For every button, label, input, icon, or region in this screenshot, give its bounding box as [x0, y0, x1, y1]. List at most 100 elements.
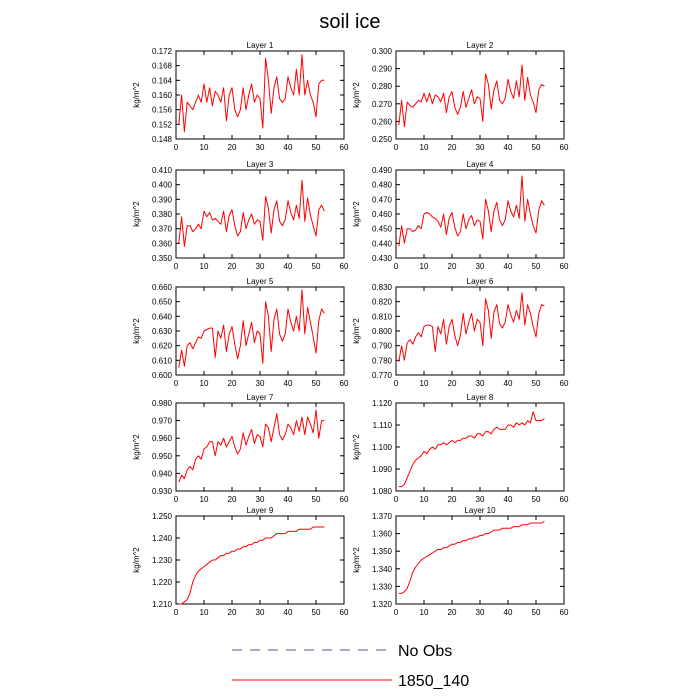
y-tick-label: 0.970: [152, 417, 173, 426]
x-tick-label: 60: [340, 262, 349, 271]
y-tick-label: 0.410: [152, 166, 173, 175]
x-tick-label: 20: [448, 143, 457, 152]
x-tick-label: 60: [340, 608, 349, 617]
y-tick-label: 0.400: [152, 181, 173, 190]
x-tick-label: 40: [284, 379, 293, 388]
x-tick-label: 0: [394, 143, 399, 152]
y-tick-label: 1.240: [152, 534, 173, 543]
x-tick-label: 40: [284, 495, 293, 504]
x-tick-label: 60: [560, 379, 569, 388]
x-tick-label: 60: [340, 379, 349, 388]
y-tick-label: 0.650: [152, 298, 173, 307]
x-tick-label: 40: [504, 608, 513, 617]
y-tick-label: 1.360: [372, 530, 393, 539]
panel-title: Layer 6: [467, 277, 494, 286]
x-tick-label: 0: [174, 143, 179, 152]
y-tick-label: 1.320: [372, 600, 393, 609]
panel-grid: Layer 10 10 20 30 40 50 600.1480.1520.1560.160…: [132, 41, 569, 617]
x-tick-label: 10: [420, 262, 429, 271]
x-tick-label: 10: [420, 608, 429, 617]
y-tick-label: 1.220: [152, 578, 173, 587]
y-tick-label: 0.950: [152, 452, 173, 461]
y-tick-label: 1.370: [372, 512, 393, 521]
panel-layer-5: Layer 5 0 10 20 30 40 50 60 0.600 0.610 0.620 0.630…: [132, 277, 349, 388]
x-tick-label: 60: [340, 495, 349, 504]
plot-frame: [175, 515, 345, 605]
series-line-1850-140: [178, 179, 325, 247]
y-tick-label: 0.930: [152, 487, 173, 496]
x-tick-label: 50: [532, 262, 541, 271]
y-tick-label: 0.370: [152, 225, 173, 234]
y-axis-label: kg/m^2: [352, 318, 361, 344]
x-tick-label: 20: [448, 495, 457, 504]
x-tick-label: 50: [312, 379, 321, 388]
x-tick-label: 60: [560, 262, 569, 271]
x-tick-label: 20: [228, 379, 237, 388]
y-tick-label: 0.156: [152, 106, 173, 115]
y-tick-label: 0.460: [372, 210, 393, 219]
x-tick-label: 20: [228, 495, 237, 504]
x-tick-label: 30: [476, 143, 485, 152]
y-tick-label: 0.800: [372, 327, 393, 336]
y-tick-label: 0.430: [372, 254, 393, 263]
y-tick-label: 1.110: [373, 421, 393, 430]
y-tick-label: 0.360: [152, 239, 173, 248]
y-tick-label: 0.810: [372, 312, 393, 321]
x-tick-label: 30: [256, 379, 265, 388]
x-tick-label: 40: [284, 143, 293, 152]
panel-title: Layer 7: [247, 393, 274, 402]
x-tick-label: 50: [532, 143, 541, 152]
series-line-1850-140: [178, 526, 325, 605]
x-tick-label: 0: [174, 262, 179, 271]
y-tick-label: 1.330: [372, 582, 393, 591]
y-tick-label: 0.980: [152, 399, 173, 408]
y-tick-label: 1.350: [372, 547, 393, 556]
x-tick-label: 30: [476, 262, 485, 271]
y-axis-label: kg/m^2: [352, 201, 361, 227]
x-tick-label: 20: [448, 262, 457, 271]
x-tick-label: 30: [476, 495, 485, 504]
y-tick-label: 0.480: [372, 181, 393, 190]
panel-title: Layer 8: [467, 393, 494, 402]
x-tick-label: 60: [340, 143, 349, 152]
panel-layer-4: Layer 4 0 10 20 30 40 50 60 0.430 0.440 0.450 0.460…: [352, 160, 569, 271]
y-tick-label: 1.230: [152, 556, 173, 565]
y-tick-label: 0.290: [372, 65, 393, 74]
x-tick-label: 0: [394, 495, 399, 504]
series-line-1850-140: [178, 289, 325, 368]
x-tick-label: 50: [532, 608, 541, 617]
x-tick-label: 50: [312, 495, 321, 504]
legend-label-1850-140: 1850_140: [398, 673, 469, 690]
panel-layer-3: Layer 3 0 10 20 30 40 50 60 0.350 0.360 0.370 0.380…: [132, 160, 349, 271]
series-line-1850-140: [178, 409, 325, 483]
y-tick-label: 0.350: [152, 254, 173, 263]
series-line-1850-140: [398, 520, 545, 594]
y-tick-label: 0.160: [152, 91, 173, 100]
y-axis-label: kg/m^2: [132, 434, 141, 460]
x-tick-label: 20: [228, 608, 237, 617]
y-tick-label: 0.164: [152, 76, 173, 85]
panel-title: Layer 10: [464, 506, 496, 515]
x-tick-label: 50: [532, 495, 541, 504]
y-tick-label: 0.490: [372, 166, 393, 175]
y-tick-label: 1.100: [372, 443, 393, 452]
x-tick-label: 20: [448, 608, 457, 617]
panel-title: Layer 1: [247, 41, 274, 50]
panel-layer-9: Layer 9 0 10 20 30 40 50 60 1.210 1.220 1.230 1.240…: [132, 506, 349, 617]
panel-layer-2: Layer 2 0 10 20 30 40 50 60 0.250 0.260 0.270 0.280…: [352, 41, 569, 152]
x-tick-label: 10: [200, 495, 209, 504]
y-tick-label: 0.660: [152, 283, 173, 292]
plot-frame: [175, 50, 345, 140]
x-tick-label: 40: [504, 143, 513, 152]
x-tick-label: 10: [200, 262, 209, 271]
x-tick-label: 30: [256, 495, 265, 504]
x-tick-label: 60: [560, 608, 569, 617]
y-tick-label: 0.152: [152, 120, 173, 129]
x-tick-label: 30: [256, 262, 265, 271]
x-tick-label: 50: [312, 608, 321, 617]
plot-frame: [395, 402, 565, 492]
y-tick-label: 0.172: [152, 47, 173, 56]
y-tick-label: 1.340: [372, 565, 393, 574]
x-tick-label: 0: [394, 379, 399, 388]
y-tick-label: 0.450: [372, 225, 393, 234]
